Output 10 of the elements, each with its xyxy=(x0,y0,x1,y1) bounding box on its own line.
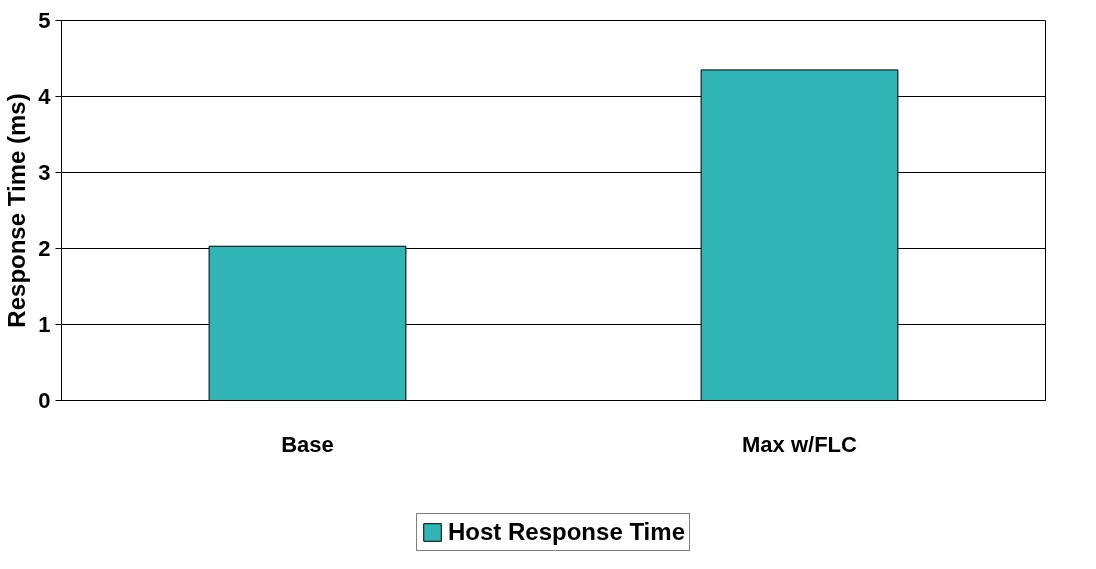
y-axis-title: Response Time (ms) xyxy=(3,93,31,328)
y-tick-label: 2 xyxy=(38,236,51,261)
y-tick-label: 0 xyxy=(38,388,51,413)
x-tick-label: Base xyxy=(281,431,334,457)
x-tick-label: Max w/FLC xyxy=(742,431,858,457)
y-tick-label: 4 xyxy=(38,84,52,109)
y-tick-label: 1 xyxy=(38,312,51,337)
y-tick-label: 5 xyxy=(38,8,51,33)
legend-label: Host Response Time xyxy=(448,518,685,546)
y-tick-label: 3 xyxy=(38,160,51,185)
